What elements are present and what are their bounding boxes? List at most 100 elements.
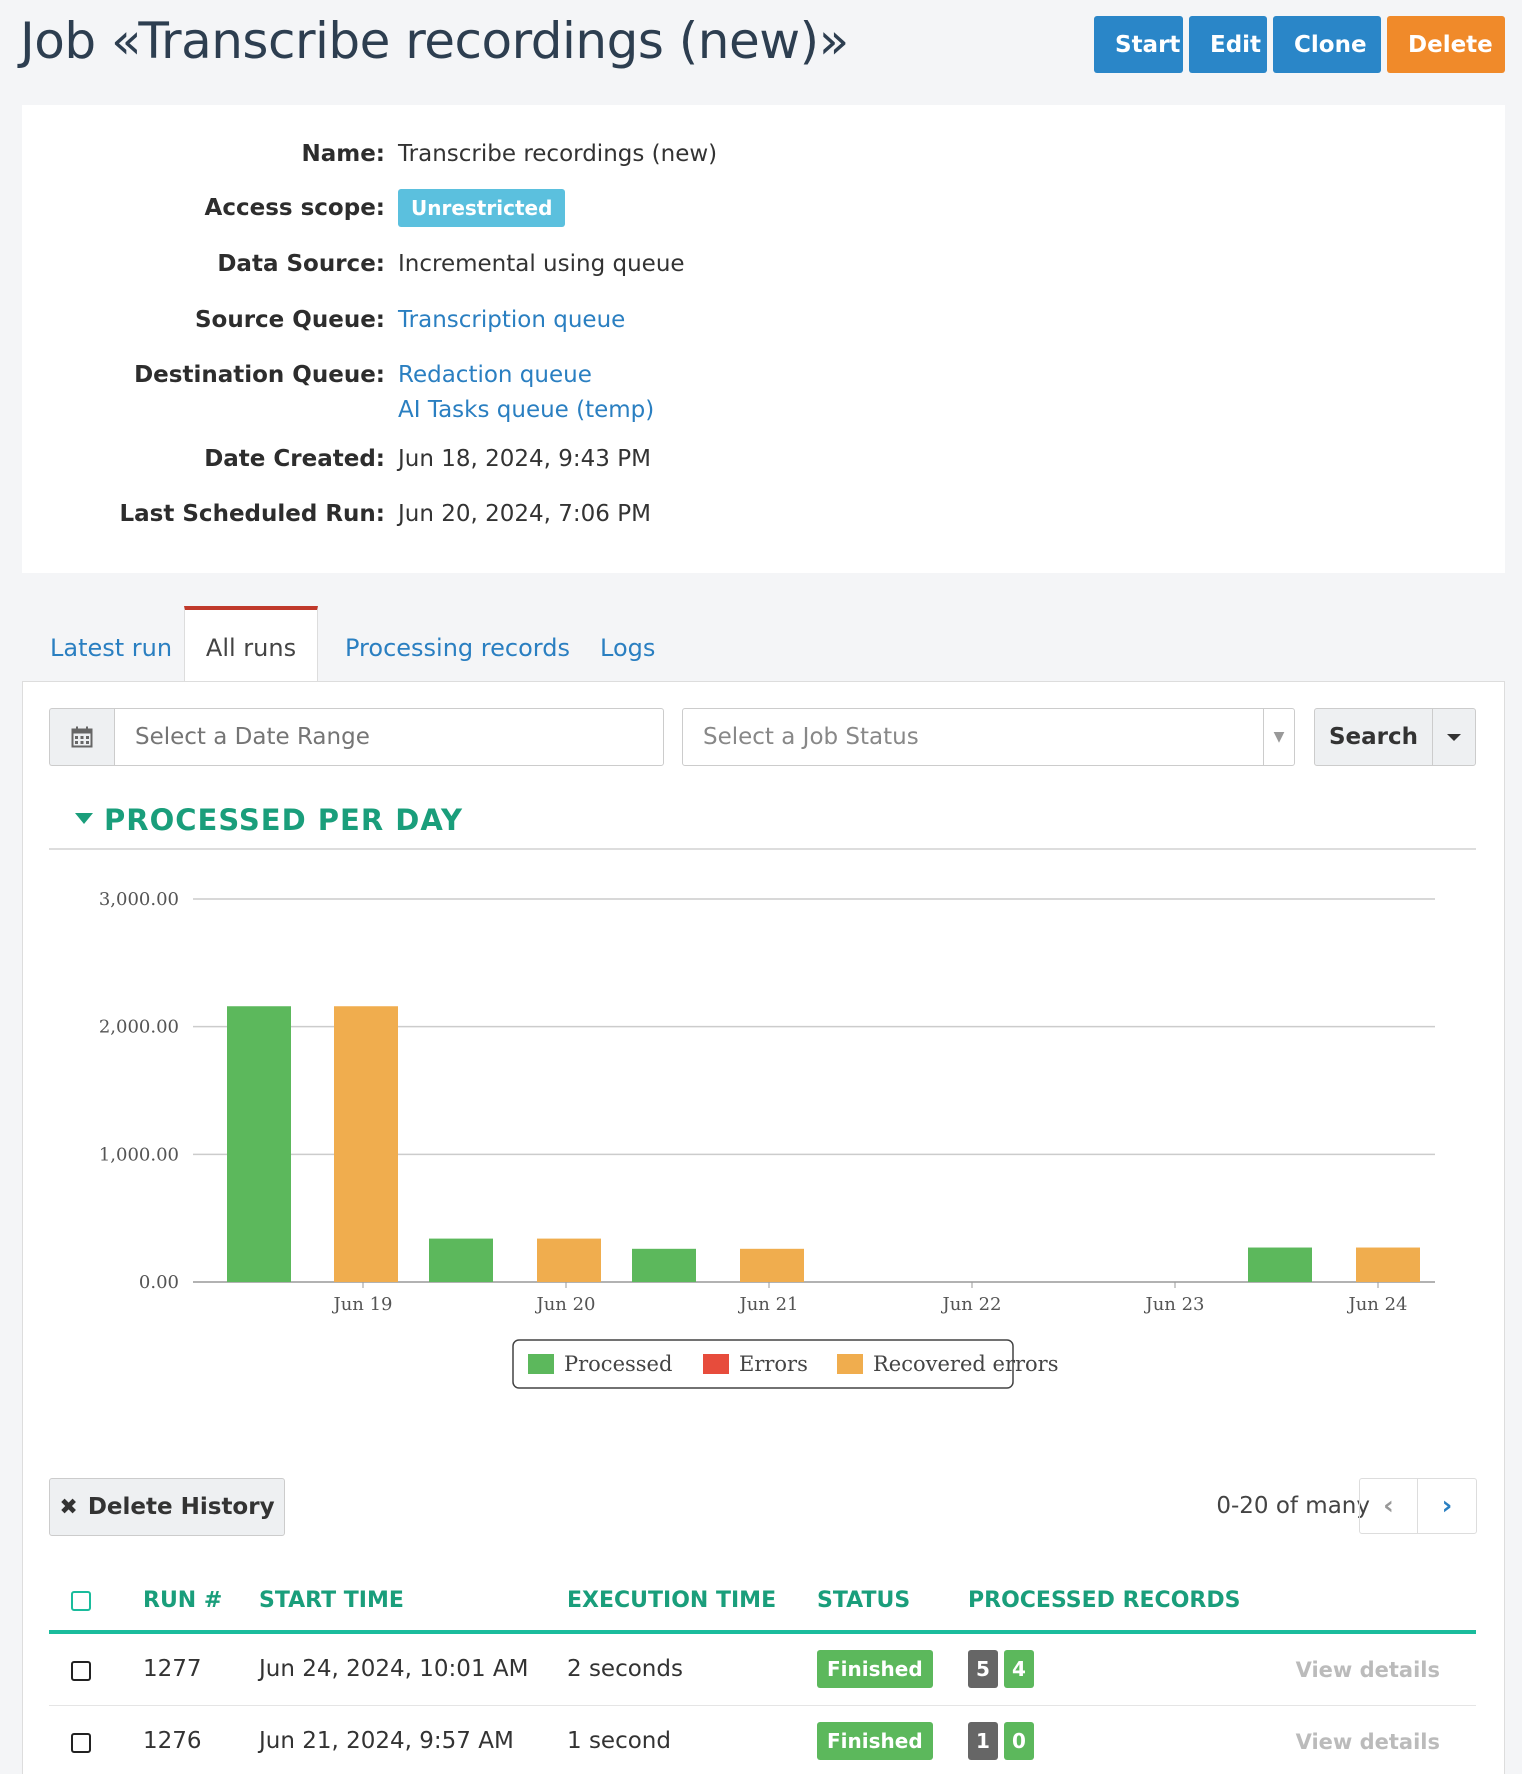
bar-recovered-errors — [1356, 1247, 1420, 1282]
job-status-placeholder: Select a Job Status — [703, 724, 919, 750]
delete-button[interactable]: Delete — [1387, 16, 1505, 73]
legend-label: Processed — [564, 1352, 672, 1376]
bar-processed — [227, 1006, 291, 1282]
search-button[interactable]: Search — [1314, 708, 1433, 766]
y-tick-label: 0.00 — [139, 1272, 179, 1293]
row-checkbox[interactable] — [71, 1733, 91, 1753]
view-details-link[interactable]: View details — [1295, 1658, 1440, 1682]
execution-time: 2 seconds — [567, 1656, 683, 1682]
x-tick-label: Jun 23 — [1143, 1294, 1204, 1315]
name-label: Name: — [301, 141, 385, 167]
records-total-badge: 5 — [968, 1650, 998, 1688]
x-tick-label: Jun 19 — [331, 1294, 392, 1315]
bar-recovered-errors — [334, 1006, 398, 1282]
records-success-badge: 0 — [1004, 1722, 1034, 1760]
source-queue-label: Source Queue: — [194, 307, 385, 333]
tab-latest-run[interactable]: Latest run — [50, 634, 173, 662]
dropdown-arrow-icon: ▼ — [1263, 709, 1294, 765]
bar-processed — [632, 1248, 696, 1282]
x-tick-label: Jun 20 — [534, 1294, 595, 1315]
run-number-link[interactable]: 1277 — [143, 1656, 202, 1682]
col-status[interactable]: STATUS — [817, 1588, 911, 1613]
chevron-right-icon[interactable]: › — [1441, 1491, 1453, 1521]
execution-time: 1 second — [567, 1728, 671, 1754]
destination-queue-link[interactable]: AI Tasks queue (temp) — [398, 397, 655, 423]
legend-swatch — [703, 1354, 729, 1374]
bar-processed — [1248, 1247, 1312, 1282]
last-run-label: Last Scheduled Run: — [119, 501, 386, 527]
col-start-time[interactable]: START TIME — [259, 1588, 404, 1613]
collapse-caret-icon[interactable] — [75, 813, 93, 824]
col-run[interactable]: RUN # — [143, 1588, 223, 1613]
bar-processed — [429, 1238, 493, 1282]
delete-history-label: Delete History — [87, 1494, 275, 1520]
tab-processing-records[interactable]: Processing records — [345, 634, 570, 662]
pagination: ‹ › — [1359, 1478, 1477, 1534]
section-title: PROCESSED PER DAY — [104, 803, 464, 837]
row-checkbox[interactable] — [71, 1661, 91, 1681]
x-tick-label: Jun 24 — [1346, 1294, 1407, 1315]
bar-recovered-errors — [740, 1248, 804, 1282]
last-run-value: Jun 20, 2024, 7:06 PM — [398, 501, 651, 527]
select-all-checkbox[interactable] — [71, 1591, 91, 1611]
col-execution-time[interactable]: EXECUTION TIME — [567, 1588, 777, 1613]
table-row: 1276 Jun 21, 2024, 9:57 AM 1 second Fini… — [49, 1706, 1476, 1774]
records-success-badge: 4 — [1004, 1650, 1034, 1688]
tab-all-runs[interactable]: All runs — [184, 606, 318, 682]
runs-table: RUN # START TIME EXECUTION TIME STATUS P… — [49, 1568, 1476, 1774]
y-tick-label: 2,000.00 — [99, 1017, 179, 1038]
destination-queue-label: Destination Queue: — [134, 362, 385, 388]
bar-recovered-errors — [537, 1238, 601, 1282]
close-icon: ✖ — [59, 1494, 78, 1520]
search-options-toggle[interactable] — [1432, 708, 1476, 766]
processed-per-day-chart: 0.00 1,000.00 2,000.00 3,000.00 Jun 19 Jun 20… — [99, 889, 1435, 1389]
date-range-input[interactable] — [114, 708, 664, 766]
legend-label: Errors — [739, 1352, 808, 1376]
date-created-value: Jun 18, 2024, 9:43 PM — [398, 446, 651, 472]
status-badge: Finished — [817, 1722, 933, 1760]
access-scope-badge: Unrestricted — [398, 189, 566, 227]
x-tick-label: Jun 22 — [940, 1294, 1001, 1315]
legend-box — [512, 1339, 1014, 1389]
status-badge: Finished — [817, 1650, 933, 1688]
processed-per-day-header[interactable]: PROCESSED PER DAY — [49, 797, 1476, 850]
tab-bar: Latest run All runs Processing records L… — [22, 606, 1505, 682]
pagination-status: 0-20 of many — [1216, 1493, 1370, 1519]
start-time: Jun 24, 2024, 10:01 AM — [259, 1656, 529, 1682]
data-source-label: Data Source: — [217, 251, 385, 277]
name-value: Transcribe recordings (new) — [398, 141, 718, 167]
source-queue-link[interactable]: Transcription queue — [398, 307, 626, 333]
access-scope-label: Access scope: — [204, 195, 385, 221]
job-info-card: Name: Transcribe recordings (new) Access… — [22, 105, 1505, 573]
job-status-select[interactable]: Select a Job Status ▼ — [682, 708, 1295, 766]
processed-records: 5 4 — [968, 1650, 1034, 1688]
table-header: RUN # START TIME EXECUTION TIME STATUS P… — [49, 1568, 1476, 1634]
y-tick-label: 3,000.00 — [99, 889, 179, 910]
y-tick-label: 1,000.00 — [99, 1144, 179, 1165]
legend-swatch — [837, 1354, 863, 1374]
records-total-badge: 1 — [968, 1722, 998, 1760]
run-number-link[interactable]: 1276 — [143, 1728, 202, 1754]
table-row: 1277 Jun 24, 2024, 10:01 AM 2 seconds Fi… — [49, 1634, 1476, 1706]
col-processed-records[interactable]: PROCESSED RECORDS — [968, 1588, 1241, 1613]
x-tick-label: Jun 21 — [737, 1294, 798, 1315]
data-source-value: Incremental using queue — [398, 251, 685, 277]
clone-button[interactable]: Clone — [1273, 16, 1381, 73]
date-created-label: Date Created: — [204, 446, 385, 472]
destination-queue-link[interactable]: Redaction queue — [398, 362, 592, 388]
job-actions: Start Edit Clone Delete — [1094, 16, 1505, 73]
chevron-left-icon[interactable]: ‹ — [1360, 1479, 1418, 1533]
start-time: Jun 21, 2024, 9:57 AM — [259, 1728, 514, 1754]
legend-swatch — [528, 1354, 554, 1374]
start-button[interactable]: Start — [1094, 16, 1183, 73]
page-title: Job «Transcribe recordings (new)» — [20, 12, 849, 70]
delete-history-button[interactable]: ✖ Delete History — [49, 1478, 285, 1536]
caret-down-icon — [1447, 733, 1461, 741]
all-runs-panel: Select a Job Status ▼ Search PROCESSED P… — [22, 681, 1505, 1774]
processed-records: 1 0 — [968, 1722, 1034, 1760]
calendar-icon[interactable] — [49, 708, 114, 766]
view-details-link[interactable]: View details — [1295, 1730, 1440, 1754]
tab-logs[interactable]: Logs — [600, 634, 656, 662]
legend-label: Recovered errors — [873, 1352, 1058, 1376]
edit-button[interactable]: Edit — [1189, 16, 1267, 73]
